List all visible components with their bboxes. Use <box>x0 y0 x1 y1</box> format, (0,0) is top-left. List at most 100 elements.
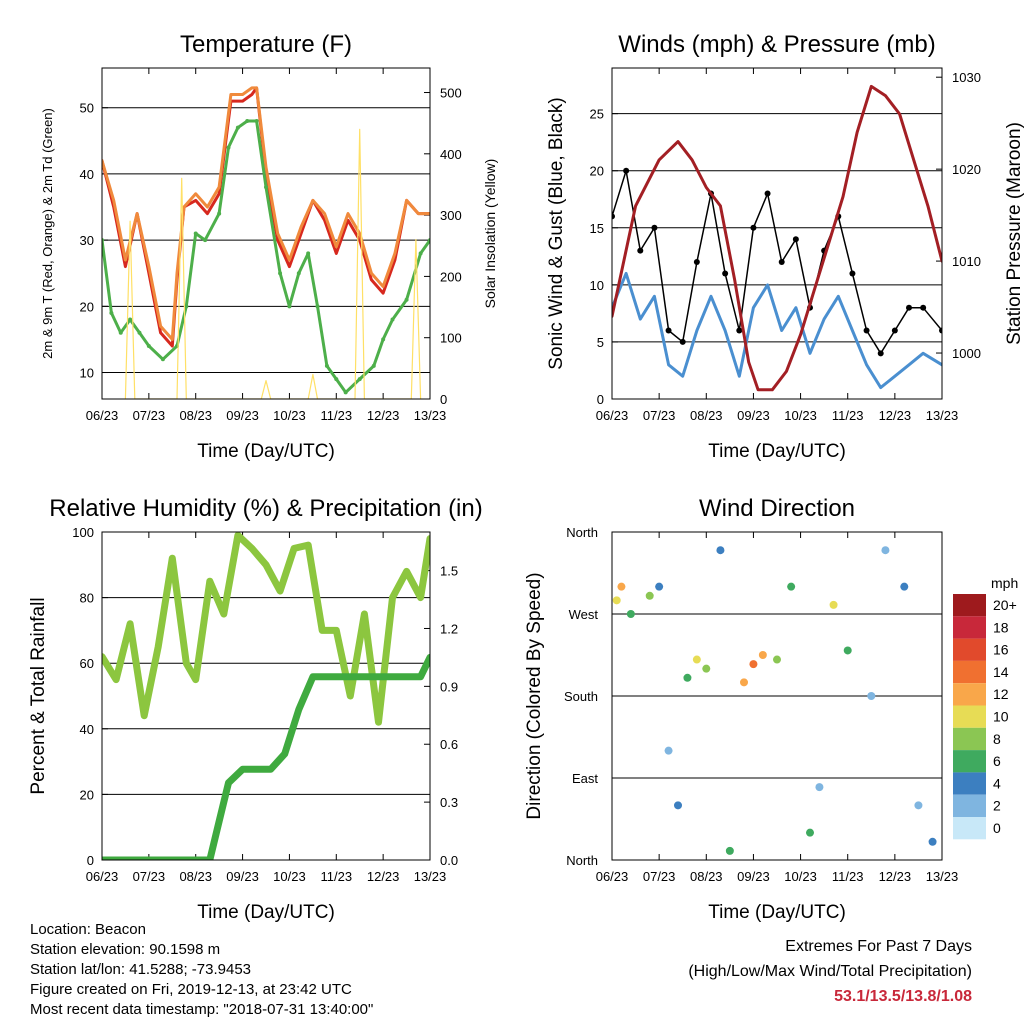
x-tick-label: 11/23 <box>320 869 352 884</box>
data-point-2m-td <box>357 377 362 382</box>
direction-point <box>758 651 767 659</box>
colorbar-swatch <box>953 594 986 617</box>
data-point-gust <box>750 224 757 231</box>
y2-tick-label: 0.0 <box>440 853 458 868</box>
data-point-2m-td <box>146 344 151 349</box>
y2-tick-label: 100 <box>440 331 462 346</box>
panel-title: Temperature (F) <box>180 31 352 58</box>
data-point-2m-td <box>226 145 231 150</box>
y-tick-label: 30 <box>80 233 94 248</box>
direction-point <box>829 600 838 609</box>
direction-point <box>683 673 692 682</box>
y2-tick-label: 1010 <box>952 254 981 269</box>
data-point-2m-td <box>137 330 142 335</box>
y-tick-label: 10 <box>80 366 94 381</box>
colorbar-label: 12 <box>993 686 1009 702</box>
direction-point <box>692 655 701 664</box>
colorbar-swatch <box>953 616 986 639</box>
location-text: Location: Beacon <box>30 921 146 938</box>
y-tick-label: 40 <box>80 167 94 182</box>
y-tick-label: South <box>564 689 598 704</box>
data-point-gust <box>722 270 729 277</box>
data-point-gust <box>863 327 870 334</box>
data-point-gust <box>665 327 672 334</box>
direction-point <box>867 692 876 700</box>
series-line-9m-t <box>102 86 430 341</box>
y-tick-label: 25 <box>590 107 604 122</box>
direction-point <box>900 582 909 591</box>
y-tick-label: 100 <box>72 525 94 540</box>
x-tick-label: 13/23 <box>414 408 447 423</box>
data-point-2m-td <box>109 310 114 315</box>
y-tick-label: 0 <box>597 392 604 407</box>
data-point-2m-td <box>118 330 123 335</box>
data-point-2m-td <box>381 337 386 342</box>
y-tick-label: West <box>569 607 599 622</box>
direction-point <box>843 646 852 655</box>
data-point-gust <box>764 190 771 197</box>
direction-point <box>716 546 725 555</box>
x-tick-label: 09/23 <box>226 869 259 884</box>
y-tick-label: 0 <box>87 853 94 868</box>
data-point-2m-td <box>334 377 339 382</box>
colorbar-label: 6 <box>993 753 1001 769</box>
y2-tick-label: 300 <box>440 208 462 223</box>
x-tick-label: 12/23 <box>879 869 912 884</box>
data-point-2m-td <box>193 231 198 236</box>
extremes-values: 53.1/13.5/13.8/1.08 <box>834 988 972 1005</box>
y-tick-label: 80 <box>80 591 94 606</box>
y2-tick-label: 400 <box>440 147 462 162</box>
colorbar-label: 4 <box>993 775 1001 791</box>
colorbar-label: 16 <box>993 642 1009 658</box>
y2-tick-label: 1000 <box>952 346 981 361</box>
x-tick-label: 06/23 <box>596 869 629 884</box>
data-point-gust <box>623 167 630 174</box>
colorbar-label: 2 <box>993 798 1001 814</box>
data-point-2m-td <box>245 118 250 123</box>
colorbar-swatch <box>953 705 986 728</box>
plot-frame <box>611 67 943 400</box>
data-point-2m-td <box>254 118 259 123</box>
x-tick-label: 11/23 <box>320 408 352 423</box>
data-point-2m-td <box>404 297 409 302</box>
y2-axis-label: Solar Insolation (Yellow) <box>482 159 498 309</box>
x-axis-label: Time (Day/UTC) <box>708 441 846 462</box>
direction-point <box>626 610 635 618</box>
data-point-2m-td <box>217 211 222 216</box>
panel-0: Temperature (F)1020304050010020030040050… <box>40 31 498 462</box>
y-tick-label: 40 <box>80 722 94 737</box>
timestamp-text: Most recent data timestamp: "2018-07-31 … <box>30 1001 374 1018</box>
y2-tick-label: 1.2 <box>440 621 458 636</box>
direction-point <box>749 660 758 669</box>
data-point-gust <box>637 247 644 254</box>
colorbar-label: 0 <box>993 820 1001 836</box>
x-tick-label: 06/23 <box>596 408 629 423</box>
y2-axis-label: Station Pressure (Maroon) <box>1004 122 1024 345</box>
colorbar-label: 20+ <box>993 597 1017 613</box>
x-tick-label: 07/23 <box>133 869 166 884</box>
extremes-subtitle: (High/Low/Max Wind/Total Precipitation) <box>688 963 972 980</box>
colorbar-swatch <box>953 660 986 684</box>
colorbar-swatch <box>953 772 986 795</box>
extremes-block: Extremes For Past 7 Days (High/Low/Max W… <box>688 934 972 1009</box>
y2-tick-label: 0.9 <box>440 679 458 694</box>
data-point-2m-td <box>160 357 165 362</box>
x-tick-label: 13/23 <box>414 869 447 884</box>
direction-point <box>645 591 654 600</box>
direction-point <box>928 837 937 846</box>
x-tick-label: 09/23 <box>226 408 259 423</box>
data-point-gust <box>651 224 658 231</box>
x-tick-label: 07/23 <box>133 408 166 423</box>
x-tick-label: 13/23 <box>926 408 959 423</box>
data-point-gust <box>679 338 686 345</box>
x-tick-label: 13/23 <box>926 869 959 884</box>
plot-area <box>102 86 430 399</box>
data-point-2m-td <box>264 185 268 190</box>
colorbar-label: 14 <box>993 664 1009 680</box>
series-line-station-pressure <box>612 84 942 392</box>
y2-tick-label: 1.5 <box>440 564 458 579</box>
colorbar-title: mph <box>991 575 1018 591</box>
data-point-2m-td <box>278 271 283 276</box>
x-tick-label: 11/23 <box>832 869 864 884</box>
